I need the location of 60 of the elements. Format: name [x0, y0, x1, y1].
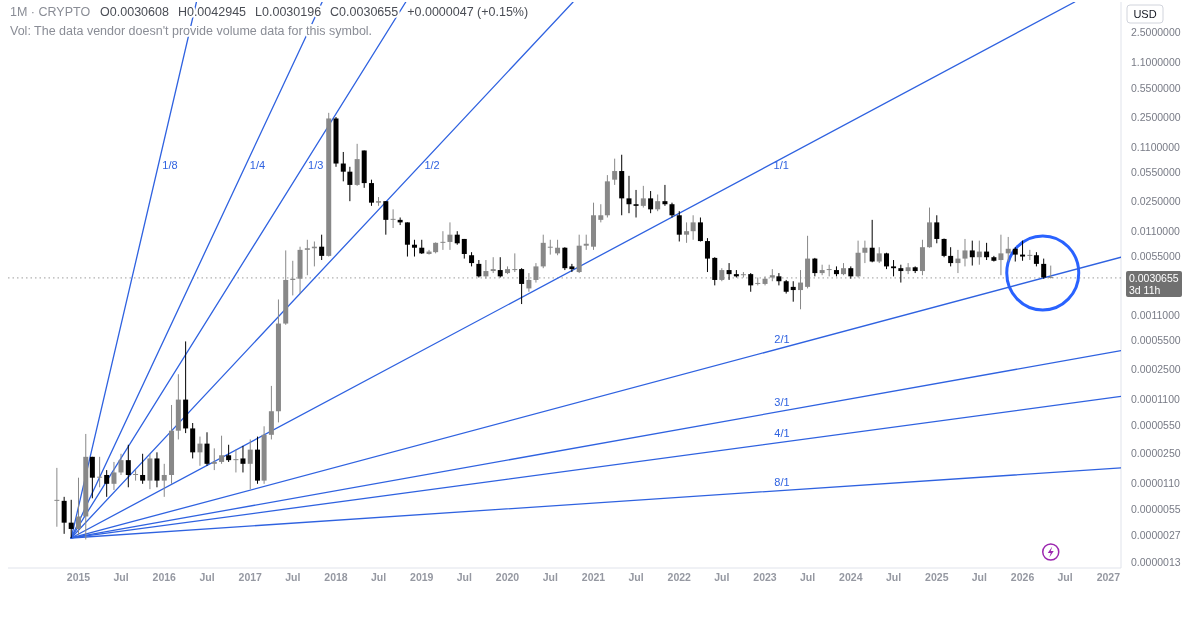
annotation: O0.0030608 [100, 5, 169, 19]
x-tick-label: 2027 [1096, 571, 1121, 583]
x-tick-label: 2021 [581, 571, 606, 583]
y-tick-label: 0.0550000 [1131, 166, 1181, 179]
series-label: 8/1 [774, 475, 790, 488]
y-tick-label: 0.0002500 [1131, 363, 1181, 376]
x-tick-label: Jul [628, 571, 644, 583]
x-tick-label: Jul [113, 571, 129, 583]
y-tick-label: 0.0001100 [1131, 393, 1181, 406]
x-tick-label: Jul [456, 571, 472, 583]
x-tick-label: Jul [542, 571, 558, 583]
y-tick-label: 0.1100000 [1131, 140, 1181, 153]
x-tick-label: 2022 [667, 571, 692, 583]
x-tick-label: Jul [799, 571, 816, 583]
series-label: 1/1 [773, 159, 789, 171]
text: 3d 11h [1129, 283, 1161, 296]
annotation: +0.0000047 (+0.15%) [407, 5, 529, 19]
y-tick-label: 0.0000250 [1131, 447, 1181, 460]
x-tick-label: Jul [885, 571, 902, 583]
x-tick-label: 2020 [495, 571, 520, 583]
y-tick-label: 0.5500000 [1131, 81, 1181, 94]
y-tick-label: 0.0000027 [1131, 528, 1181, 541]
y-tick-label: 0.0000055 [1131, 502, 1181, 515]
x-tick-label: 2018 [324, 571, 348, 583]
series-label: 1/2 [424, 159, 440, 171]
x-tick-label: 2019 [410, 571, 434, 583]
x-tick-label: Jul [1057, 571, 1073, 583]
series-label: 4/1 [774, 427, 790, 440]
y-tick-label: 0.0000110 [1131, 477, 1181, 490]
x-tick-label: Jul [971, 571, 987, 583]
chart-title: 1M · CRYPTO [10, 5, 91, 19]
x-tick-label: 2023 [753, 571, 777, 583]
y-tick-label: 0.0055000 [1131, 250, 1181, 263]
y-tick-label: 1.1000000 [1131, 56, 1181, 69]
ref-line-label: 0.0030655 [1129, 271, 1179, 284]
x-tick-label: 2017 [238, 571, 263, 583]
x-tick-label: 2026 [1010, 571, 1035, 583]
series-label: 1/3 [308, 159, 324, 171]
x-tick-label: 2024 [839, 571, 863, 583]
y-tick-label: 0.2500000 [1131, 110, 1181, 123]
x-tick-label: 2015 [66, 571, 91, 583]
y-tick-label: 0.0005500 [1131, 334, 1181, 347]
x-tick-label: 2025 [925, 571, 949, 583]
y-tick-label: 2.5000000 [1131, 26, 1181, 39]
series-label: 2/1 [774, 332, 790, 345]
y-axis-title: USD [1133, 8, 1157, 20]
annotation: C0.0030655 [330, 5, 399, 19]
series-label: 3/1 [774, 396, 790, 409]
y-tick-label: 0.0000550 [1131, 418, 1181, 431]
x-tick-label: Jul [714, 571, 730, 583]
x-tick-label: Jul [199, 571, 215, 583]
x-tick-label: Jul [285, 571, 301, 583]
series-label: 1/4 [249, 159, 266, 171]
y-tick-label: 0.0000013 [1131, 555, 1181, 568]
x-tick-label: Jul [370, 571, 387, 583]
x-tick-label: 2016 [152, 571, 177, 583]
y-tick-label: 0.0110000 [1131, 224, 1181, 237]
y-tick-label: 0.0011000 [1131, 309, 1181, 322]
series-label: 1/8 [162, 159, 178, 171]
y-tick-label: 0.0250000 [1131, 194, 1181, 207]
